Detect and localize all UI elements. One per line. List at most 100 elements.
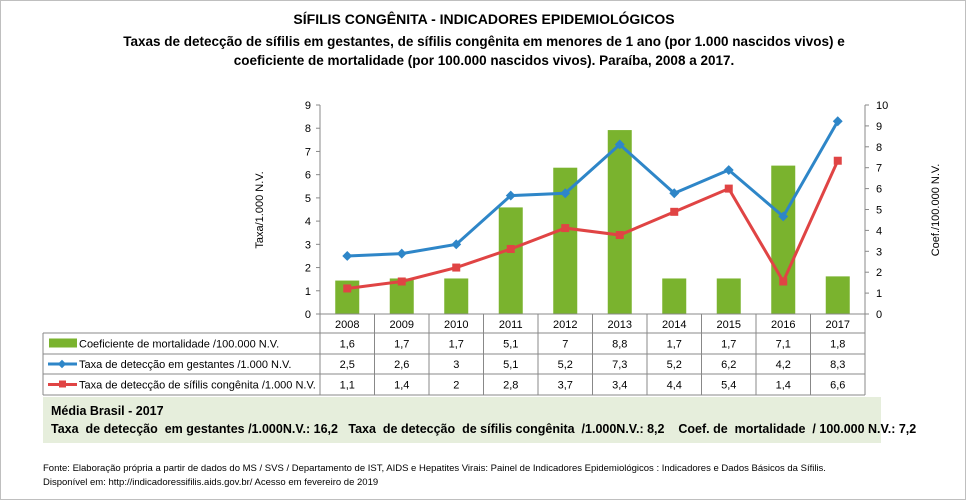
legend-key-bar: [49, 338, 77, 348]
table-cell: 7,1: [776, 339, 791, 351]
table-cell: 2: [453, 380, 459, 392]
category-label: 2008: [335, 319, 359, 331]
table-cell: 5,2: [558, 359, 573, 371]
source-line2: Disponível em: http://indicadoressifilis…: [43, 477, 379, 488]
right-tick-label: 2: [876, 267, 882, 279]
chart-plot: 0 1 2 3 4 5 6 7 8 9 0 1 2 3 4 5 6 7 8 9 10 Taxa/1.000 N.V. Coe…: [42, 100, 942, 396]
left-tick-label: 4: [305, 216, 311, 228]
point-congenita-2012: [561, 224, 570, 233]
point-gestantes-2009: [396, 248, 407, 259]
point-gestantes-2017: [832, 116, 843, 127]
table-cell: 1,7: [667, 339, 682, 351]
point-gestantes-2015: [723, 165, 734, 175]
right-tick-label: 8: [876, 142, 882, 154]
point-congenita-2011: [506, 244, 515, 253]
point-congenita-2010: [452, 263, 461, 272]
left-tick-label: 8: [305, 123, 311, 135]
category-label: 2010: [444, 319, 468, 331]
left-tick-label: 5: [305, 193, 311, 205]
category-label: 2012: [553, 319, 577, 331]
right-tick-label: 1: [876, 288, 882, 300]
bar-2014: [662, 278, 687, 314]
line-series-2: [347, 160, 840, 290]
left-tick-label: 2: [305, 263, 311, 275]
left-tick-label: 0: [305, 309, 311, 321]
table-cell: 6,6: [830, 380, 845, 392]
point-gestantes-2010: [451, 239, 462, 250]
table-cell: 6,2: [721, 359, 736, 371]
table-cell: 7: [562, 339, 568, 351]
table-cell: 2,8: [503, 380, 518, 392]
bar-2017: [825, 276, 850, 314]
table-cell: 4,2: [776, 359, 791, 371]
table-cell: 7,3: [612, 359, 627, 371]
table-cell: 1,4: [776, 380, 791, 392]
point-gestantes-2014: [669, 188, 680, 199]
category-label: 2016: [771, 319, 795, 331]
right-axis-label: Coef./100.000 N.V.: [930, 164, 942, 257]
table-cell: 1,6: [340, 339, 355, 351]
right-tick-label: 0: [876, 309, 882, 321]
left-axis-label: Taxa/1.000 N.V.: [254, 171, 266, 248]
right-tick-label: 9: [876, 121, 882, 133]
source-note: Fonte: Elaboração própria a partir de da…: [43, 462, 826, 490]
line-series-1: [347, 120, 840, 258]
right-tick-label: 4: [876, 225, 882, 237]
left-tick-label: 7: [305, 146, 311, 158]
point-gestantes-2011: [505, 190, 516, 201]
table-cell: 8,3: [830, 359, 845, 371]
point-congenita-2009: [397, 277, 406, 286]
point-congenita-2008: [343, 284, 352, 293]
chart-subtitle-line2: coeficiente de mortalidade (por 100.000 …: [233, 53, 735, 68]
bar-2013: [607, 130, 632, 314]
point-congenita-2017: [833, 156, 842, 165]
chart-title: SÍFILIS CONGÊNITA - INDICADORES EPIDEMIO…: [293, 11, 675, 27]
chart-subtitle-line1: Taxas de detecção de sífilis em gestante…: [123, 34, 845, 49]
table-cell: 1,4: [394, 380, 409, 392]
point-congenita-2013: [615, 231, 624, 240]
bar-2015: [716, 278, 741, 314]
source-line1: Fonte: Elaboração própria a partir de da…: [43, 463, 826, 474]
left-tick-label: 9: [305, 100, 311, 112]
table-cell: 1,7: [394, 339, 409, 351]
legend-key-marker: [57, 359, 67, 369]
media-heading: Média Brasil - 2017: [51, 404, 164, 418]
category-label: 2011: [499, 319, 523, 331]
category-label: 2017: [826, 319, 850, 331]
right-tick-label: 10: [876, 100, 888, 112]
legend-label: Taxa de detecção em gestantes /1.000 N.V…: [79, 359, 291, 371]
table-cell: 1,1: [340, 380, 355, 392]
legend-label: Coeficiente de mortalidade /100.000 N.V.: [79, 339, 279, 351]
bar-2010: [444, 278, 469, 314]
media-brasil-box: Média Brasil - 2017 Taxa de detecção em …: [43, 397, 916, 443]
table-cell: 4,4: [667, 380, 682, 392]
table-cell: 5,1: [503, 339, 518, 351]
table-cell: 3: [453, 359, 459, 371]
legend-key-marker: [59, 380, 66, 388]
category-label: 2015: [717, 319, 741, 331]
table-cell: 1,7: [449, 339, 464, 351]
table-cell: 1,7: [721, 339, 736, 351]
media-text: Taxa de detecção em gestantes /1.000N.V.…: [51, 422, 917, 436]
table-cell: 3,4: [612, 380, 627, 392]
table-cell: 2,6: [394, 359, 409, 371]
left-tick-label: 1: [305, 286, 311, 298]
point-congenita-2015: [724, 184, 733, 193]
right-tick-label: 6: [876, 184, 882, 196]
table-cell: 5,2: [667, 359, 682, 371]
point-gestantes-2012: [560, 188, 571, 199]
legend-label: Taxa de detecção de sífilis congênita /1…: [79, 380, 316, 392]
right-tick-label: 5: [876, 205, 882, 217]
table-cell: 5,1: [503, 359, 518, 371]
table-cell: 2,5: [340, 359, 355, 371]
category-label: 2009: [390, 319, 414, 331]
left-tick-label: 3: [305, 239, 311, 251]
table-cell: 8,8: [612, 339, 627, 351]
table-cell: 5,4: [721, 380, 736, 392]
point-gestantes-2016: [778, 211, 789, 222]
point-gestantes-2013: [614, 139, 625, 150]
bar-2016: [771, 165, 796, 314]
left-tick-label: 6: [305, 170, 311, 182]
point-congenita-2014: [670, 207, 679, 216]
